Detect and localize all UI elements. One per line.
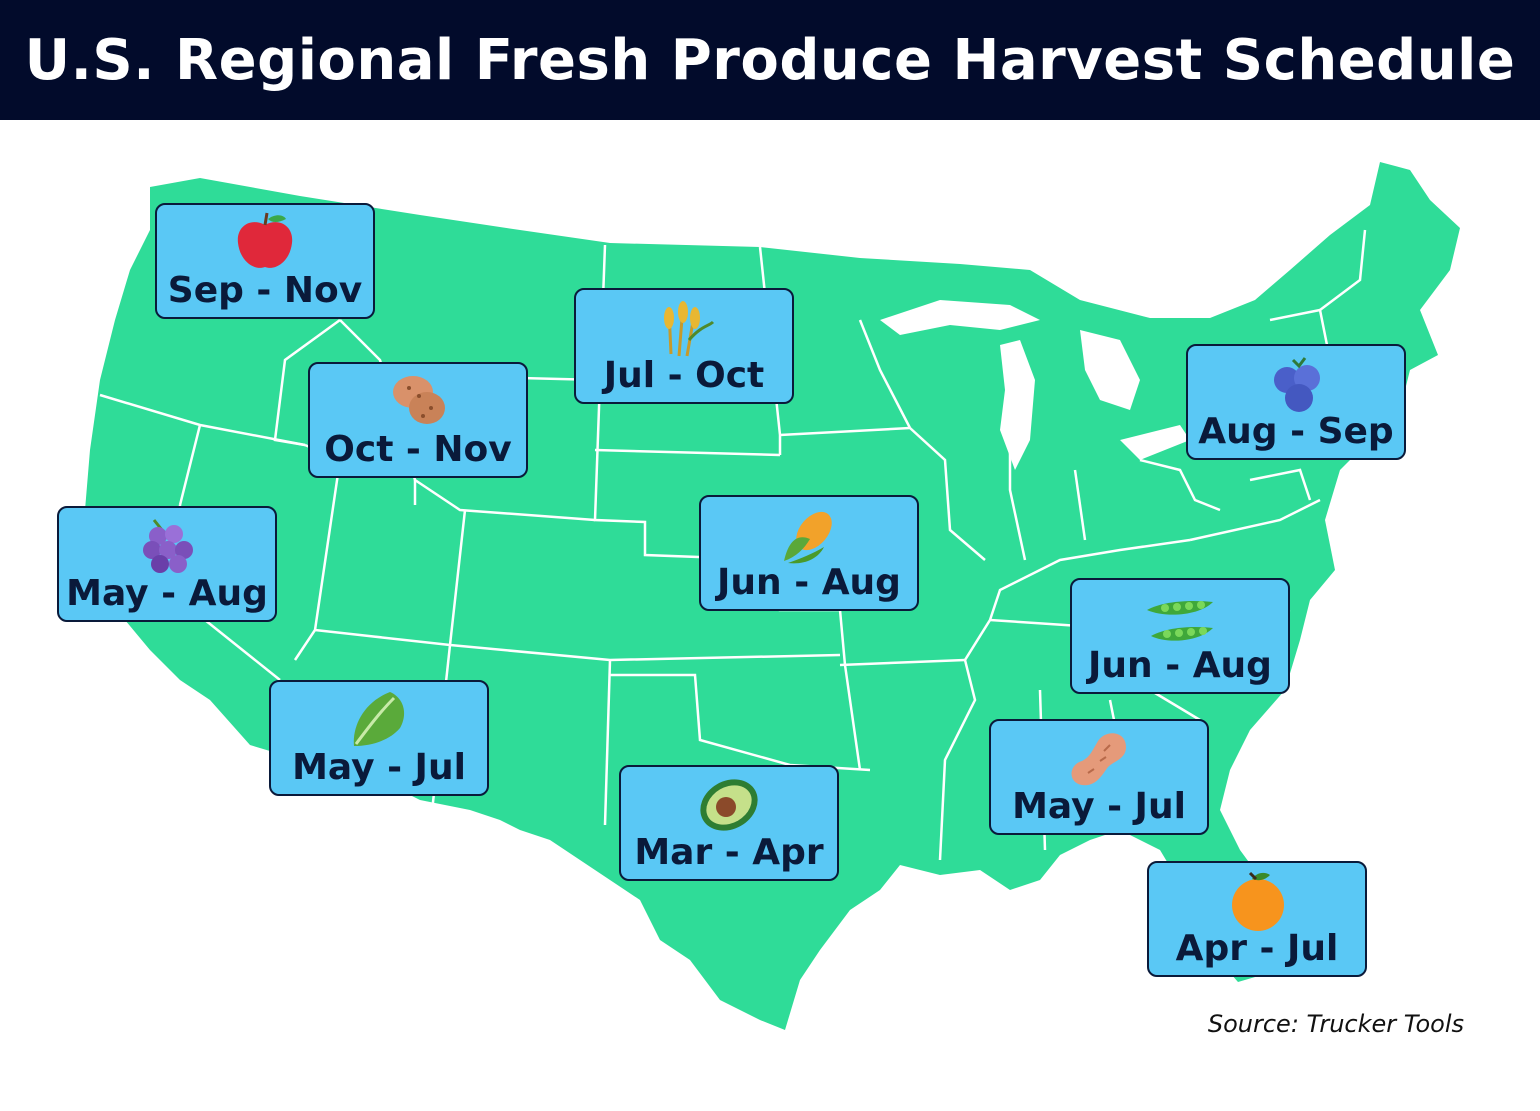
harvest-window-label: Jul - Oct [603,355,765,396]
label-corn: Jun - Aug [699,495,919,611]
lettuce-icon [353,692,405,746]
harvest-window-label: May - Jul [1012,786,1186,827]
label-apple: Sep - Nov [155,203,375,319]
harvest-window-label: Sep - Nov [167,270,363,311]
label-avocado: Mar - Apr [619,765,839,881]
harvest-window-label: May - Jul [292,747,466,788]
peanut-icon [1071,733,1126,786]
label-grape: May - Aug [57,506,277,622]
harvest-window-label: Mar - Apr [634,832,824,873]
avocado-icon [700,779,758,831]
harvest-window-label: Aug - Sep [1198,411,1394,452]
source-caption: Source: Trucker Tools [1207,1010,1464,1038]
label-potato: Oct - Nov [308,362,528,478]
grape-icon [143,519,193,573]
harvest-window-label: May - Aug [66,573,268,614]
potato-icon [393,376,445,424]
apple-icon [237,212,293,268]
label-peanut: May - Jul [989,719,1209,835]
pea-pod-icon [1147,600,1213,641]
label-pea: Jun - Aug [1070,578,1290,694]
label-orange: Apr - Jul [1147,861,1367,977]
label-blueberry: Aug - Sep [1186,344,1406,460]
wheat-icon [664,301,715,357]
orange-icon [1232,871,1284,931]
blueberry-icon [1274,357,1320,412]
label-lettuce: May - Jul [269,680,489,796]
lake-michigan [1000,340,1035,470]
harvest-window-label: Apr - Jul [1175,928,1339,969]
lake-superior [880,300,1040,335]
page-title: U.S. Regional Fresh Produce Harvest Sche… [24,27,1516,93]
harvest-window-label: Jun - Aug [1088,645,1272,686]
harvest-window-label: Oct - Nov [324,429,512,470]
corn-icon [784,511,832,564]
harvest-window-label: Jun - Aug [717,562,901,603]
header-bar: U.S. Regional Fresh Produce Harvest Sche… [0,0,1540,120]
lake-huron-erie [1080,330,1190,460]
label-wheat: Jul - Oct [574,288,794,404]
